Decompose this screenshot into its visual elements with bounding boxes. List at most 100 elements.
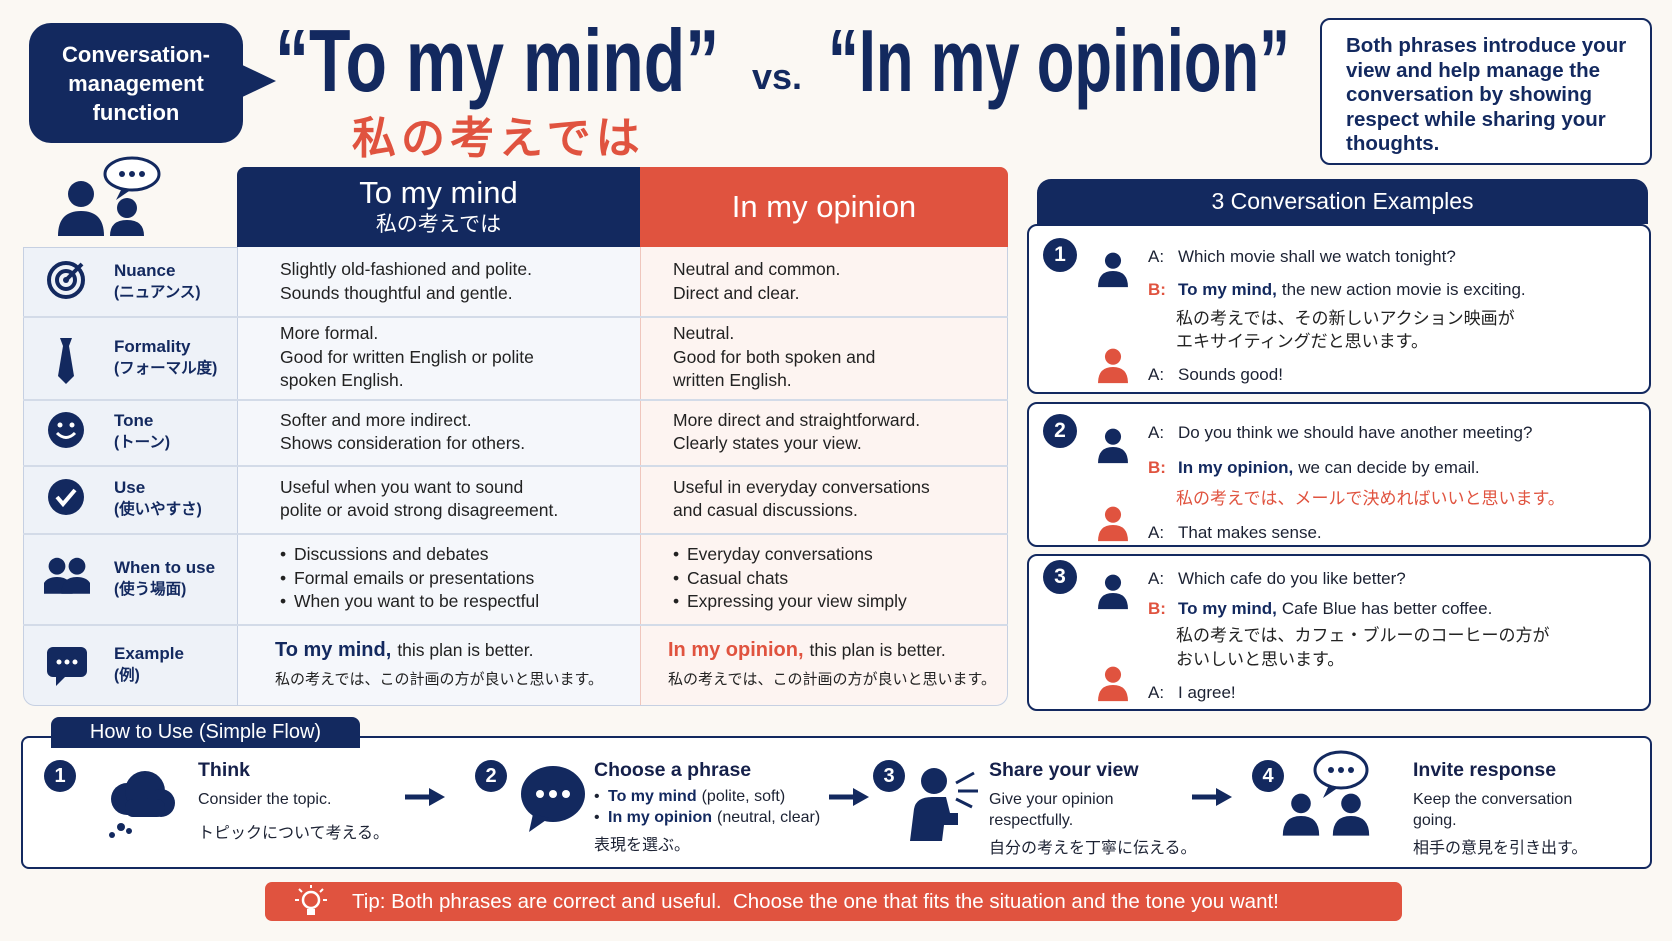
dialog-japanese: 私の考えでは、メールで決めればいいと思います。 [1176,489,1565,508]
example-box: 2 A: Do you think we should have another m… [1027,402,1651,547]
step-number-text: 1 [1054,243,1066,266]
bullet-dot: • [673,567,680,588]
examples-header: 3 Conversation Examples [1037,179,1648,224]
tip-bulb-svg [295,885,327,915]
row-icon-svg [58,337,74,384]
speaker: B: [1148,599,1166,618]
speaker: A: [1148,569,1165,588]
dialog-line: B: To my mind, Cafe Blue has better coffee… [1148,597,1492,621]
row-label: When to use (使う場面) [114,533,215,624]
step-title: Invite response [1413,759,1557,781]
badge-pointer [236,62,276,100]
cell-line: Good for both spoken and [673,346,876,367]
step-number-text: 3 [1054,565,1066,588]
bullet-text: Everyday conversations [687,544,873,565]
table-cell: Softer and more indirect. Shows considera… [280,399,636,465]
col1-subtitle: 私の考えでは [375,213,502,236]
row-label: Use (使いやすさ) [114,465,202,533]
flow-title: How to Use (Simple Flow) [89,721,322,743]
bullet-text: Expressing your view simply [687,591,907,612]
row-label-sub: (トーン) [114,434,171,451]
step-icon [1279,748,1379,843]
step-line: going. [1413,812,1457,829]
speaker: B: [1148,458,1166,477]
badge: Conversation-management function [29,23,243,143]
table-cell: Neutral. Good for both spoken and written … [673,316,1004,399]
people-icon [58,156,161,236]
dialog-line: A: Do you think we should have another me… [1148,421,1532,445]
example-text: this plan is better. [809,639,946,660]
example-phrase: To my mind, [275,638,392,661]
speaker-a-icon-svg [1098,428,1128,464]
dialog-japanese: 私の考えでは、その新しいアクション映画が [1176,309,1515,328]
step-number: 3 [1043,560,1077,594]
table-cell: In my opinion, this plan is better. 私の考えでは… [668,624,1004,706]
cell-line: Useful when you want to sound [280,476,524,497]
step-japanese: トピックについて考える。 [198,825,390,842]
badge-line: function [92,99,180,125]
col2-bg [640,247,1007,705]
option-phrase: To my mind [608,788,697,805]
table-cell: • Everyday conversations • Casual chats • Exp… [673,533,1004,624]
step-icon [101,763,181,848]
step-icon-svg [521,766,585,832]
col1-title: To my mind [359,175,518,210]
flow-box [21,736,1652,869]
table-cell: Neutral and common. Direct and clear. [673,247,1004,316]
step-japanese: 相手の意見を引き出す。 [1413,840,1588,857]
row-label-title: Formality [114,336,191,356]
cell-line: Slightly old-fashioned and polite. [280,259,532,279]
example-text: this plan is better. [397,639,534,660]
row-icon-svg [47,647,87,686]
table-cell: Slightly old-fashioned and polite. Sounds… [280,247,636,316]
step-icon-svg [109,771,175,838]
speaker-a-icon [1093,571,1133,620]
cell-line: Good for written English or polite [280,346,534,367]
row-label-title: Example [114,644,184,663]
row-label: Formality (フォーマル度) [114,316,217,399]
flow-arrow-svg [405,788,445,806]
speaker-a-icon [1093,345,1133,394]
cell-bullet: • Discussions and debates [280,543,636,567]
row-label-sub: (フォーマル度) [114,359,218,377]
flow-arrow [1192,786,1232,813]
dialog-japanese: エキサイティングだと思います。 [1176,332,1428,351]
dialog-line: おいしいと思います。 [1176,648,1344,672]
dialog-text: we can decide by email. [1298,458,1480,477]
step-line: Keep the conversation [1413,791,1573,808]
row-divider [23,316,1008,318]
cell-bullet: • When you want to be respectful [280,590,636,614]
row-icon-svg [48,412,84,448]
dialog-line: A: Which movie shall we watch tonight? [1148,245,1456,269]
cell-line: written English. [673,370,792,391]
step-number: 1 [1043,238,1077,272]
bullet-text: When you want to be respectful [294,591,540,612]
dialog-line: A: Sounds good! [1148,363,1283,387]
row-label-sub: (例) [114,667,140,684]
tip-bulb [291,884,331,925]
speaker: A: [1148,247,1165,266]
example-phrase: In my opinion, [668,638,804,661]
dialog-line: B: To my mind, the new action movie is exc… [1148,278,1526,302]
bullet-dot: • [280,591,287,612]
row-icon [44,641,90,698]
row-icon [44,258,90,315]
flow-arrow [829,786,869,813]
speaker-a-icon-svg [1098,666,1128,702]
table-cell: More direct and straightforward. Clearly … [673,399,1004,465]
step-number: 2 [475,760,507,792]
table-cell: More formal. Good for written English or … [280,316,636,399]
speaker-a-icon-svg [1098,348,1128,384]
step-line: respectfully. [989,812,1074,829]
examples-title: 3 Conversation Examples [1211,188,1474,214]
speaker: B: [1148,280,1166,299]
bullet-dot: • [280,567,287,588]
row-icon [44,475,90,532]
cell-bullet: • Everyday conversations [673,543,1004,567]
dialog-text: Which cafe do you like better? [1178,569,1406,588]
speaker-a-icon [1093,503,1133,552]
tip-bar: Tip: Both phrases are correct and useful… [265,882,1402,921]
step-option: • To my mind (polite, soft) [594,786,820,807]
cell-line: More formal. [280,323,379,344]
